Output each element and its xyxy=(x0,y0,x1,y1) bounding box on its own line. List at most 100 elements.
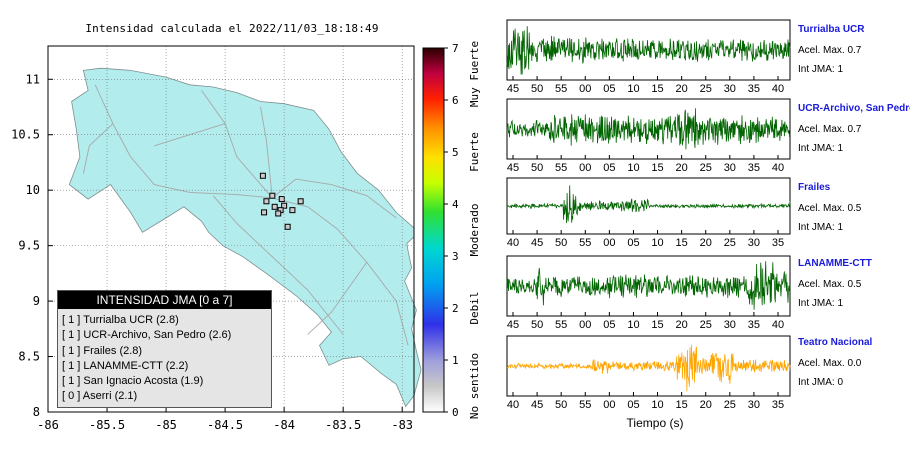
colorbar-tick-label: 6 xyxy=(452,94,459,107)
time-tick-label: 30 xyxy=(748,237,760,249)
time-tick-label: 25 xyxy=(700,83,712,95)
legend-item: [ 1 ] LANAMME-CTT (2.2) xyxy=(62,359,189,372)
legend-item: [ 1 ] UCR-Archivo, San Pedro (2.6) xyxy=(62,329,232,342)
station-marker xyxy=(271,203,278,210)
time-tick-label: 05 xyxy=(603,162,615,174)
station-name: LANAMME-CTT xyxy=(798,258,872,269)
time-tick-label: 10 xyxy=(651,399,663,411)
colorbar-tick-label: 0 xyxy=(452,406,459,419)
colorbar-tick-label: 4 xyxy=(452,198,459,211)
colorbar-tick-label: 2 xyxy=(452,302,459,315)
colorbar-tick-label: 1 xyxy=(452,354,459,367)
waveform-trace xyxy=(506,261,791,310)
road-line xyxy=(212,195,344,335)
time-tick-label: 35 xyxy=(772,237,784,249)
time-tick-label: 40 xyxy=(507,237,519,249)
time-tick-label: 50 xyxy=(555,399,567,411)
road-line xyxy=(260,106,273,198)
waveform-panel-1: 45 50 55 00 05 10 15 20 25 30 35 40 xyxy=(506,98,791,174)
time-tick-label: 20 xyxy=(676,319,688,331)
station-name: Teatro Nacional xyxy=(798,337,873,348)
time-tick-label: 25 xyxy=(724,399,736,411)
lat-tick-label: 8.5 xyxy=(18,350,40,364)
station-int-jma: Int JMA: 1 xyxy=(798,222,844,233)
colorbar-label: No sentido xyxy=(468,353,481,419)
time-tick-label: 05 xyxy=(603,319,615,331)
colorbar-tick-label: 7 xyxy=(452,42,459,55)
time-tick-label: 10 xyxy=(627,83,639,95)
station-info-3: LANAMME-CTT Acel. Max. 0.5 Int JMA: 1 xyxy=(798,258,910,313)
station-int-jma: Int JMA: 1 xyxy=(798,298,844,309)
time-tick-label: 15 xyxy=(651,319,663,331)
station-acel-max: Acel. Max. 0.5 xyxy=(798,279,862,290)
time-tick-label: 55 xyxy=(555,319,567,331)
station-int-jma: Int JMA: 1 xyxy=(798,143,844,154)
road-line xyxy=(307,262,368,335)
lon-tick-label: -84.5 xyxy=(207,418,243,432)
time-tick-label: 25 xyxy=(700,162,712,174)
time-tick-label: 00 xyxy=(579,162,591,174)
intensity-legend: INTENSIDAD JMA [0 a 7] [ 1 ] Turrialba U… xyxy=(57,290,272,408)
legend-item: [ 0 ] Aserri (2.1) xyxy=(62,390,138,403)
time-tick-label: 05 xyxy=(603,83,615,95)
station-int-jma: Int JMA: 0 xyxy=(798,377,844,388)
time-tick-label: 40 xyxy=(507,399,519,411)
station-marker xyxy=(261,209,268,216)
time-tick-label: 35 xyxy=(748,162,760,174)
colorbar-label: Muy Fuerte xyxy=(468,41,481,107)
lat-tick-label: 9.5 xyxy=(18,239,40,253)
time-tick-label: 50 xyxy=(555,237,567,249)
station-marker xyxy=(289,207,296,214)
legend-item: [ 1 ] Turrialba UCR (2.8) xyxy=(62,314,179,326)
station-info-0: Turrialba UCR Acel. Max. 0.7 Int JMA: 1 xyxy=(798,24,910,79)
time-tick-label: 20 xyxy=(676,162,688,174)
time-tick-label: 30 xyxy=(724,83,736,95)
time-tick-label: 00 xyxy=(579,83,591,95)
station-marker xyxy=(275,210,282,217)
lat-tick-label: 8 xyxy=(33,405,40,419)
time-tick-label: 20 xyxy=(676,83,688,95)
time-tick-label: 15 xyxy=(651,83,663,95)
time-tick-label: 40 xyxy=(772,319,784,331)
station-marker xyxy=(259,172,266,179)
time-tick-label: 25 xyxy=(724,237,736,249)
waveform-trace xyxy=(506,108,791,150)
time-tick-label: 55 xyxy=(579,399,591,411)
station-name: Frailes xyxy=(798,182,831,193)
time-tick-label: 05 xyxy=(627,237,639,249)
road-line xyxy=(94,84,409,346)
time-tick-label: 45 xyxy=(531,399,543,411)
station-info-2: Frailes Acel. Max. 0.5 Int JMA: 1 xyxy=(798,182,910,237)
station-marker xyxy=(263,198,270,205)
lon-tick-label: -85.5 xyxy=(89,418,125,432)
station-info-1: UCR-Archivo, San Pedro Acel. Max. 0.7 In… xyxy=(798,103,910,158)
colorbar-tick-label: 3 xyxy=(452,250,459,263)
lon-tick-label: -85 xyxy=(155,418,177,432)
lon-tick-label: -83 xyxy=(391,418,413,432)
time-tick-label: 50 xyxy=(531,319,543,331)
colorbar-tick-label: 5 xyxy=(452,146,459,159)
time-tick-label: 45 xyxy=(507,319,519,331)
station-marker xyxy=(269,192,276,199)
station-marker xyxy=(297,198,304,205)
waveform-trace xyxy=(506,344,791,392)
time-tick-label: 00 xyxy=(603,237,615,249)
lat-tick-label: 11 xyxy=(26,72,40,86)
time-tick-label: 15 xyxy=(676,399,688,411)
time-tick-label: 45 xyxy=(507,83,519,95)
time-tick-label: 15 xyxy=(651,162,663,174)
time-tick-label: 10 xyxy=(651,237,663,249)
time-tick-label: 50 xyxy=(531,83,543,95)
station-info-4: Teatro Nacional Acel. Max. 0.0 Int JMA: … xyxy=(798,337,910,392)
time-tick-label: 30 xyxy=(748,399,760,411)
station-int-jma: Int JMA: 1 xyxy=(798,64,844,75)
time-tick-label: 30 xyxy=(724,162,736,174)
road-line xyxy=(272,178,397,219)
lat-tick-label: 10.5 xyxy=(11,128,40,142)
colorbar xyxy=(422,47,445,413)
station-name: UCR-Archivo, San Pedro xyxy=(798,103,910,114)
station-acel-max: Acel. Max. 0.5 xyxy=(798,203,862,214)
waveform-trace xyxy=(506,26,791,75)
